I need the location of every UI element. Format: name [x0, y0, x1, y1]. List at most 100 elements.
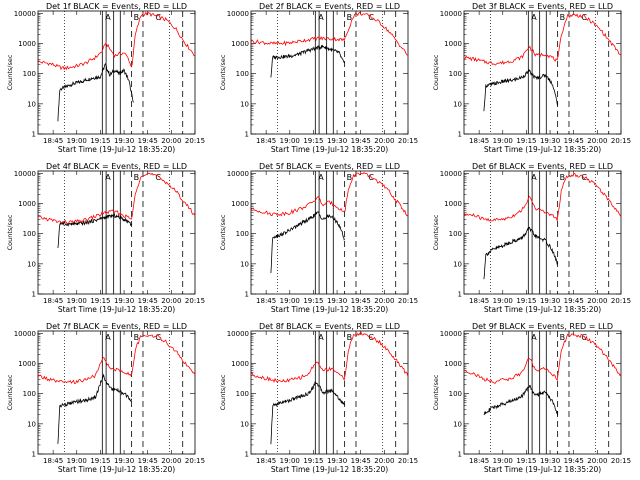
- x-tick-label: 19:30: [327, 457, 347, 465]
- marker-letter: A: [318, 173, 324, 182]
- y-tick-label: 1: [32, 291, 36, 299]
- marker-letter: C: [155, 13, 161, 22]
- x-tick-label: 20:00: [161, 297, 181, 305]
- y-axis-label: Counts/sec: [6, 214, 14, 250]
- marker-letter: A: [105, 173, 111, 182]
- detector-panel-5: Det 5f BLACK = Events, RED = LLD 18:45 19:…: [219, 162, 418, 314]
- x-tick-label: 19:15: [303, 297, 323, 305]
- marker-letter: A: [531, 333, 537, 342]
- y-tick-label: 1: [245, 131, 249, 139]
- detector-panel-8: Det 8f BLACK = Events, RED = LLD 18:45 19:…: [219, 322, 418, 474]
- x-tick-label: 19:45: [138, 297, 158, 305]
- y-axis-label: Counts/sec: [219, 54, 227, 90]
- events-series-line: [483, 68, 558, 112]
- y-tick-label: 10000: [440, 170, 462, 178]
- x-tick-label: 20:00: [587, 137, 607, 145]
- lld-series-line: [250, 330, 409, 383]
- x-tick-label: 19:00: [493, 297, 513, 305]
- y-tick-label: 10: [27, 100, 36, 108]
- marker-letter: B: [560, 13, 566, 22]
- x-tick-label: 19:15: [516, 297, 536, 305]
- events-series-line: [270, 211, 345, 274]
- x-axis-label: Start Time (19-Jul-12 18:35:20): [484, 145, 601, 154]
- marker-letter: A: [318, 333, 324, 342]
- events-series-line: [270, 381, 345, 445]
- panel-title: Det 7f BLACK = Events, RED = LLD: [46, 322, 187, 331]
- x-tick-label: 19:30: [540, 297, 560, 305]
- y-tick-label: 1000: [444, 200, 462, 208]
- x-tick-label: 18:45: [469, 137, 489, 145]
- x-tick-label: 19:30: [114, 297, 134, 305]
- y-tick-label: 10000: [14, 330, 36, 338]
- plot-frame: [463, 10, 622, 135]
- x-tick-label: 18:45: [256, 457, 276, 465]
- x-tick-label: 19:45: [564, 297, 584, 305]
- x-tick-label: 19:30: [540, 457, 560, 465]
- x-tick-label: 18:45: [256, 297, 276, 305]
- x-tick-label: 18:45: [43, 297, 63, 305]
- panel-title: Det 4f BLACK = Events, RED = LLD: [46, 162, 187, 171]
- y-tick-label: 10000: [227, 170, 249, 178]
- y-tick-label: 100: [236, 70, 249, 78]
- marker-letter: A: [105, 13, 111, 22]
- x-tick-label: 18:45: [469, 457, 489, 465]
- x-tick-label: 19:45: [564, 137, 584, 145]
- lld-series-line: [463, 333, 622, 384]
- y-tick-label: 10: [240, 420, 249, 428]
- marker-letter: B: [560, 333, 566, 342]
- x-tick-label: 19:00: [67, 137, 87, 145]
- x-axis-label: Start Time (19-Jul-12 18:35:20): [58, 145, 175, 154]
- marker-letter: B: [134, 173, 140, 182]
- y-tick-label: 100: [23, 230, 36, 238]
- panel-title: Det 2f BLACK = Events, RED = LLD: [259, 2, 400, 11]
- x-tick-label: 20:00: [587, 457, 607, 465]
- plot-frame: [250, 330, 409, 455]
- marker-letter: B: [347, 13, 353, 22]
- plot-frame: [37, 10, 196, 135]
- events-series-line: [57, 212, 132, 248]
- x-tick-label: 20:00: [374, 457, 394, 465]
- y-tick-label: 1000: [444, 40, 462, 48]
- panel-title: Det 9f BLACK = Events, RED = LLD: [472, 322, 613, 331]
- lld-series-line: [37, 334, 196, 384]
- y-tick-label: 10: [453, 260, 462, 268]
- x-axis-label: Start Time (19-Jul-12 18:35:20): [58, 465, 175, 474]
- panel-title: Det 6f BLACK = Events, RED = LLD: [472, 162, 613, 171]
- x-tick-label: 20:00: [161, 457, 181, 465]
- marker-letter: C: [581, 333, 587, 342]
- y-axis-label: Counts/sec: [432, 374, 440, 410]
- y-tick-label: 1: [245, 291, 249, 299]
- x-tick-label: 19:15: [90, 137, 110, 145]
- x-tick-label: 19:45: [351, 137, 371, 145]
- x-tick-label: 19:15: [516, 137, 536, 145]
- y-axis-label: Counts/sec: [432, 54, 440, 90]
- x-axis-label: Start Time (19-Jul-12 18:35:20): [271, 305, 388, 314]
- y-tick-label: 1000: [231, 40, 249, 48]
- x-tick-label: 18:45: [43, 457, 63, 465]
- x-tick-label: 20:00: [587, 297, 607, 305]
- detector-panel-7: Det 7f BLACK = Events, RED = LLD 18:45 19:…: [6, 322, 205, 474]
- marker-letter: B: [347, 173, 353, 182]
- x-tick-label: 19:30: [114, 457, 134, 465]
- y-tick-label: 10: [240, 260, 249, 268]
- x-tick-label: 19:00: [67, 297, 87, 305]
- x-tick-label: 19:45: [564, 457, 584, 465]
- y-tick-label: 1000: [18, 200, 36, 208]
- x-tick-label: 20:15: [611, 457, 631, 465]
- x-tick-label: 20:15: [185, 297, 205, 305]
- plot-frame: [250, 170, 409, 295]
- x-tick-label: 19:00: [280, 137, 300, 145]
- x-tick-label: 19:15: [516, 457, 536, 465]
- y-tick-label: 100: [236, 230, 249, 238]
- x-axis-label: Start Time (19-Jul-12 18:35:20): [484, 465, 601, 474]
- plot-frame: [463, 170, 622, 295]
- detector-panel-2: Det 2f BLACK = Events, RED = LLD 18:45 19:…: [219, 2, 418, 154]
- events-series-line: [57, 63, 134, 122]
- y-tick-label: 10000: [227, 10, 249, 18]
- x-axis-label: Start Time (19-Jul-12 18:35:20): [271, 465, 388, 474]
- y-tick-label: 10: [453, 100, 462, 108]
- x-tick-label: 18:45: [43, 137, 63, 145]
- x-tick-label: 19:45: [351, 457, 371, 465]
- x-tick-label: 18:45: [469, 297, 489, 305]
- detector-panel-6: Det 6f BLACK = Events, RED = LLD 18:45 19:…: [432, 162, 631, 314]
